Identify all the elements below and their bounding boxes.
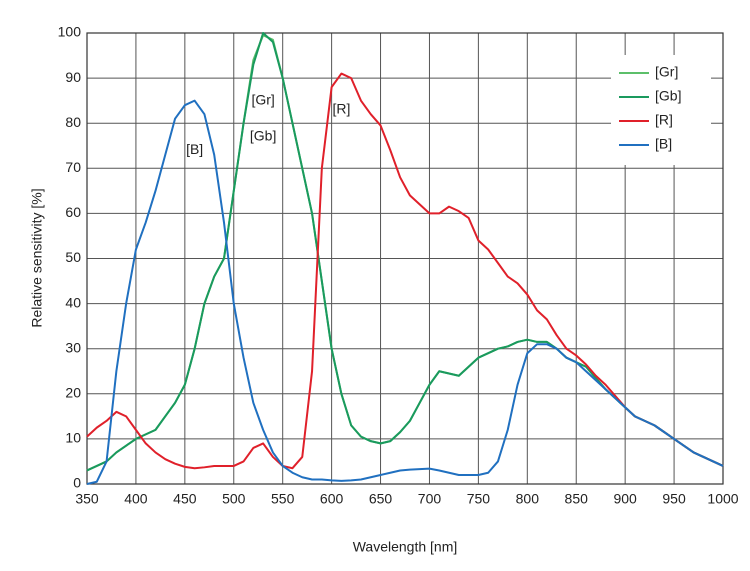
- y-tick-label: 20: [65, 385, 81, 401]
- series-line: [86, 72, 724, 470]
- y-tick-label: 70: [65, 159, 81, 175]
- legend-label: [B]: [655, 136, 672, 152]
- x-tick-label: 900: [613, 491, 637, 507]
- x-tick-label: 650: [369, 491, 393, 507]
- x-tick-label: 700: [418, 491, 442, 507]
- y-axis-label: Relative sensitivity [%]: [29, 188, 45, 327]
- x-tick-label: 850: [565, 491, 589, 507]
- y-tick-label: 60: [65, 204, 81, 220]
- annotation: [Gr]: [251, 91, 274, 107]
- x-tick-label: 800: [516, 491, 540, 507]
- y-tick-label: 30: [65, 339, 81, 355]
- x-tick-label: 500: [222, 491, 246, 507]
- y-tick-label: 10: [65, 430, 81, 446]
- x-tick-label: 450: [173, 491, 197, 507]
- x-tick-label: 1000: [707, 491, 738, 507]
- annotation: [Gb]: [250, 127, 276, 143]
- x-tick-label: 550: [271, 491, 295, 507]
- legend-label: [Gb]: [655, 88, 681, 104]
- y-tick-label: 90: [65, 69, 81, 85]
- x-tick-label: 750: [467, 491, 491, 507]
- annotation: [R]: [332, 100, 350, 116]
- plot-frame: [86, 32, 724, 485]
- x-tick-label: 350: [75, 491, 99, 507]
- y-tick-label: 50: [65, 249, 81, 265]
- legend-label: [R]: [655, 112, 673, 128]
- y-tick-label: 40: [65, 294, 81, 310]
- legend-label: [Gr]: [655, 64, 678, 80]
- series-line: [86, 99, 724, 485]
- x-tick-label: 950: [662, 491, 686, 507]
- y-tick-label: 100: [58, 24, 82, 40]
- y-tick-label: 0: [73, 475, 81, 491]
- x-tick-label: 400: [124, 491, 148, 507]
- y-tick-label: 80: [65, 114, 81, 130]
- annotation: [B]: [186, 141, 203, 157]
- x-axis-label: Wavelength [nm]: [353, 539, 458, 555]
- x-tick-label: 600: [320, 491, 344, 507]
